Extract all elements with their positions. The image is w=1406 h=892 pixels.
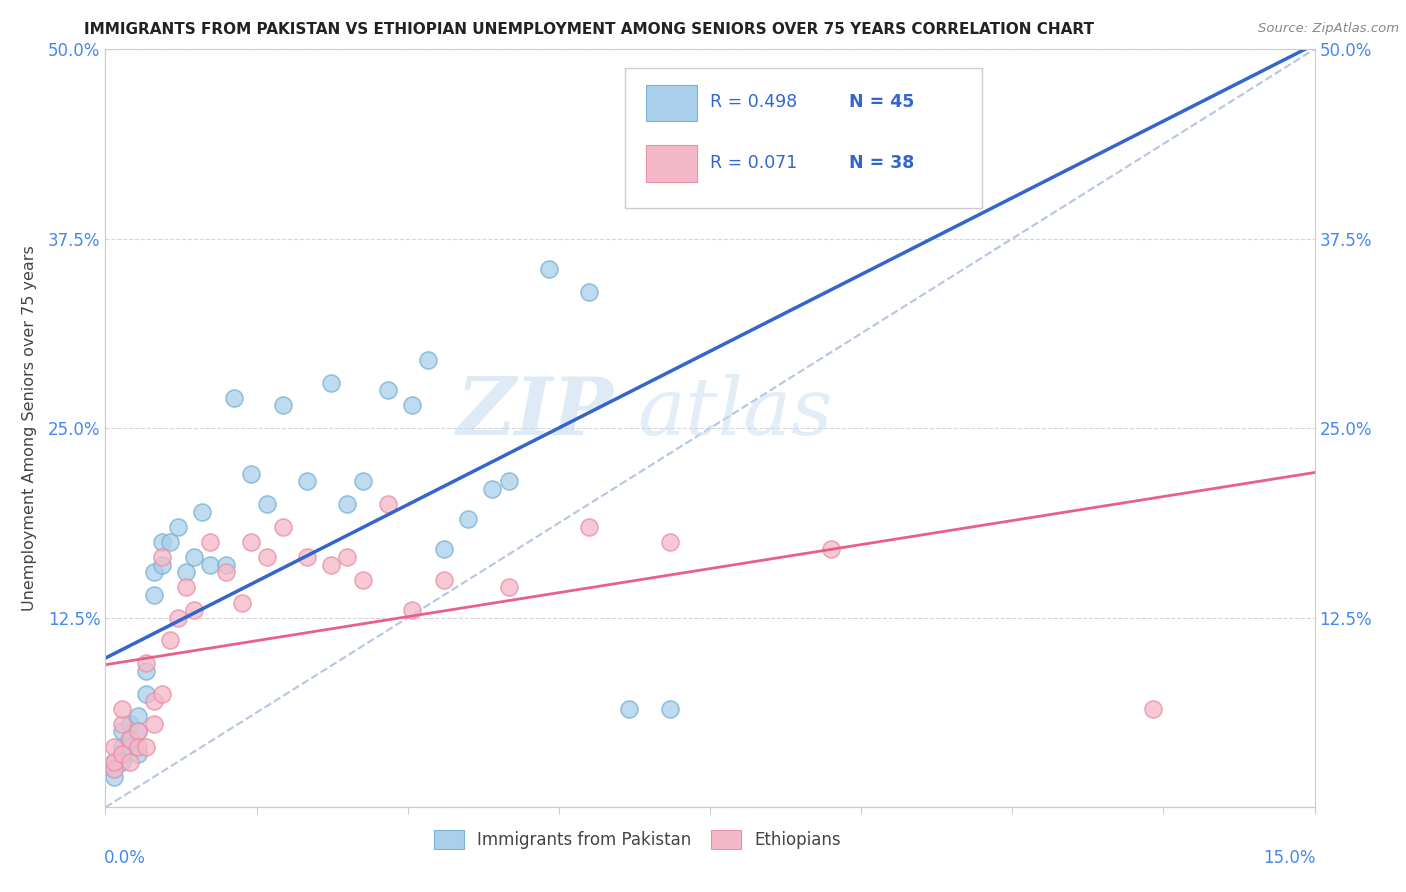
FancyBboxPatch shape	[626, 68, 983, 209]
Point	[103, 739, 125, 754]
Point	[498, 581, 520, 595]
Point	[239, 535, 262, 549]
Point	[118, 731, 141, 746]
Point	[578, 285, 600, 299]
Point	[1142, 701, 1164, 715]
Point	[142, 566, 165, 580]
Point	[103, 755, 125, 769]
Legend: Immigrants from Pakistan, Ethiopians: Immigrants from Pakistan, Ethiopians	[427, 823, 848, 855]
Point	[142, 694, 165, 708]
Text: N = 45: N = 45	[849, 93, 914, 112]
Point	[416, 353, 439, 368]
Point	[110, 717, 132, 731]
Point	[215, 566, 238, 580]
Point	[578, 519, 600, 533]
Point	[271, 398, 294, 412]
Point	[352, 573, 374, 587]
Point	[110, 747, 132, 762]
Point	[295, 549, 318, 565]
Point	[401, 398, 423, 412]
Point	[200, 535, 222, 549]
Point	[103, 762, 125, 776]
Point	[401, 603, 423, 617]
Point	[200, 558, 222, 572]
Point	[142, 588, 165, 602]
Point	[103, 755, 125, 769]
Point	[295, 475, 318, 489]
Point	[224, 391, 246, 405]
Point	[377, 497, 399, 511]
Point	[336, 497, 359, 511]
Point	[110, 747, 132, 762]
Point	[377, 384, 399, 398]
Text: 0.0%: 0.0%	[104, 849, 146, 867]
Point	[135, 739, 157, 754]
Point	[110, 724, 132, 739]
Point	[110, 701, 132, 715]
Point	[127, 724, 149, 739]
Point	[481, 482, 503, 496]
Point	[498, 475, 520, 489]
Point	[321, 376, 343, 390]
Text: R = 0.498: R = 0.498	[710, 93, 797, 112]
Point	[159, 535, 181, 549]
Text: Source: ZipAtlas.com: Source: ZipAtlas.com	[1258, 22, 1399, 36]
Point	[231, 596, 253, 610]
Point	[820, 542, 842, 557]
Point	[110, 739, 132, 754]
Point	[118, 755, 141, 769]
Point	[150, 558, 173, 572]
Point	[135, 664, 157, 678]
Point	[127, 724, 149, 739]
Point	[215, 558, 238, 572]
Point	[537, 262, 560, 277]
Point	[103, 770, 125, 784]
Text: IMMIGRANTS FROM PAKISTAN VS ETHIOPIAN UNEMPLOYMENT AMONG SENIORS OVER 75 YEARS C: IMMIGRANTS FROM PAKISTAN VS ETHIOPIAN UN…	[84, 22, 1094, 37]
Point	[619, 701, 641, 715]
Point	[433, 542, 456, 557]
Point	[118, 731, 141, 746]
Point	[127, 709, 149, 723]
Point	[127, 739, 149, 754]
Point	[135, 687, 157, 701]
Point	[159, 633, 181, 648]
Point	[256, 497, 278, 511]
Point	[256, 549, 278, 565]
Point	[167, 611, 190, 625]
Point	[150, 687, 173, 701]
Point	[191, 505, 214, 519]
Point	[336, 549, 359, 565]
Bar	[645, 85, 697, 121]
Text: N = 38: N = 38	[849, 153, 914, 172]
Point	[174, 581, 197, 595]
Point	[103, 762, 125, 776]
Point	[183, 549, 205, 565]
Point	[174, 566, 197, 580]
Point	[321, 558, 343, 572]
Point	[352, 475, 374, 489]
Point	[239, 467, 262, 481]
Point	[433, 573, 456, 587]
Point	[110, 755, 132, 769]
Point	[150, 549, 173, 565]
Text: atlas: atlas	[637, 375, 832, 451]
Y-axis label: Unemployment Among Seniors over 75 years: Unemployment Among Seniors over 75 years	[22, 245, 37, 611]
Bar	[645, 145, 697, 182]
Point	[183, 603, 205, 617]
Point	[658, 535, 681, 549]
Point	[118, 739, 141, 754]
Point	[271, 519, 294, 533]
Point	[167, 519, 190, 533]
Text: 15.0%: 15.0%	[1264, 849, 1316, 867]
Point	[118, 717, 141, 731]
Point	[127, 747, 149, 762]
Point	[135, 657, 157, 671]
Text: R = 0.071: R = 0.071	[710, 153, 797, 172]
Point	[150, 535, 173, 549]
Text: ZIP: ZIP	[457, 375, 613, 451]
Point	[457, 512, 479, 526]
Point	[142, 717, 165, 731]
Point	[658, 701, 681, 715]
